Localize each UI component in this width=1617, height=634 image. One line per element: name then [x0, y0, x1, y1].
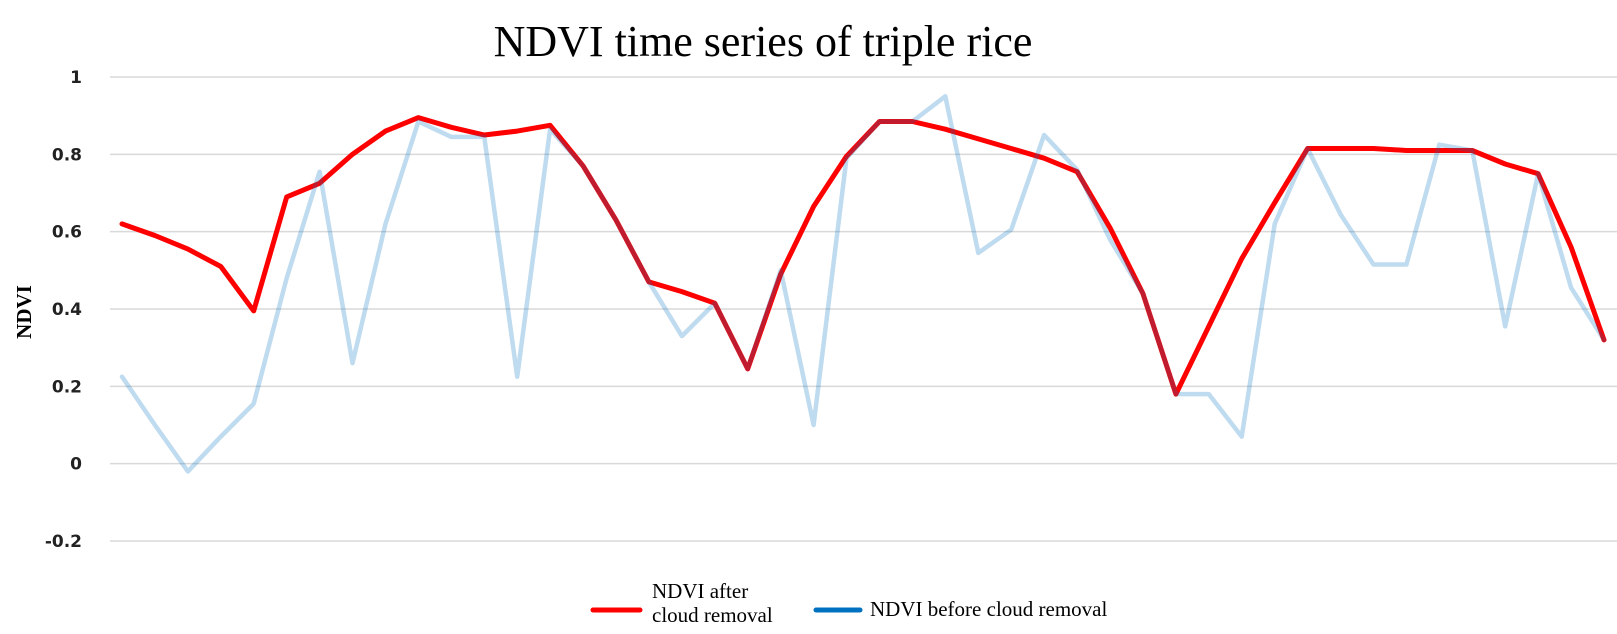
legend-label-after-line2: cloud removal	[652, 603, 773, 627]
y-tick-label: 0	[70, 455, 82, 475]
y-tick-label: 0.2	[52, 377, 82, 397]
y-axis-ticks: -0.2 0 0.2 0.4 0.6 0.8 1	[45, 68, 82, 552]
legend-label-after: NDVI after cloud removal	[652, 579, 773, 627]
y-tick-label: 0.4	[52, 300, 82, 320]
y-tick-label: 0.8	[52, 145, 82, 165]
legend-label-after-line1: NDVI after	[652, 579, 748, 603]
series-line-before	[119, 94, 1607, 474]
y-tick-label: -0.2	[45, 532, 82, 552]
legend: NDVI after cloud removal NDVI before clo…	[590, 579, 1107, 627]
y-tick-label: 0.6	[52, 223, 82, 243]
series-lines	[119, 94, 1607, 474]
y-tick-label: 1	[70, 68, 82, 88]
gridlines	[110, 76, 1617, 542]
legend-label-before: NDVI before cloud removal	[870, 597, 1107, 621]
chart-title: NDVI time series of triple rice	[494, 17, 1033, 66]
y-axis-label: NDVI	[12, 285, 36, 339]
series-line-after	[119, 115, 1607, 397]
